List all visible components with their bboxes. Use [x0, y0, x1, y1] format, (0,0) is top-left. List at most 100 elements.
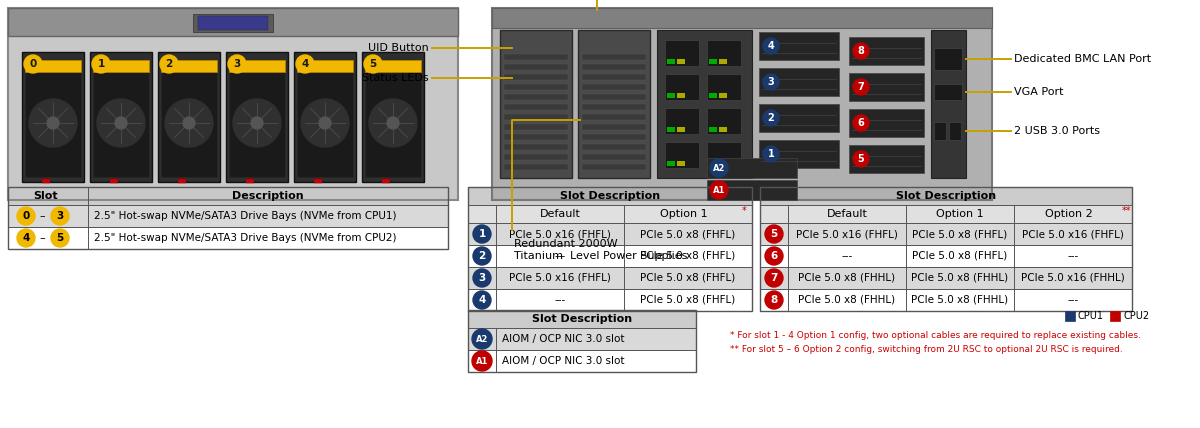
Bar — [582, 84, 646, 90]
Bar — [667, 93, 674, 98]
Bar — [677, 161, 685, 166]
Bar — [658, 30, 752, 178]
Bar — [760, 140, 839, 168]
Text: Description: Description — [232, 191, 304, 201]
Circle shape — [251, 117, 263, 129]
Bar — [760, 187, 1132, 311]
Text: 2: 2 — [166, 59, 173, 69]
Bar — [760, 205, 1132, 223]
Bar — [178, 179, 186, 183]
Bar — [500, 30, 572, 178]
Text: ** For slot 5 – 6 Option 2 config, switching from 2U RSC to optional 2U RSC is r: ** For slot 5 – 6 Option 2 config, switc… — [730, 345, 1123, 354]
Text: 5: 5 — [858, 154, 864, 164]
Bar — [226, 52, 288, 182]
Bar — [665, 40, 698, 66]
Text: A2: A2 — [476, 335, 488, 344]
Bar — [468, 187, 752, 311]
Circle shape — [472, 329, 492, 349]
Circle shape — [853, 151, 869, 167]
Bar — [468, 267, 752, 289]
Bar — [365, 60, 421, 72]
Bar — [850, 73, 924, 101]
Bar — [504, 164, 568, 170]
Text: PCIe 5.0 x8 (FHHL): PCIe 5.0 x8 (FHHL) — [798, 295, 895, 305]
Circle shape — [301, 99, 349, 147]
Text: Option 2: Option 2 — [1045, 209, 1093, 219]
Bar — [504, 94, 568, 100]
Circle shape — [17, 229, 35, 247]
Bar — [760, 187, 1132, 205]
Bar — [760, 68, 839, 96]
Text: 0: 0 — [23, 211, 30, 221]
Bar — [504, 154, 568, 160]
Text: PCIe 5.0 x8 (FHHL): PCIe 5.0 x8 (FHHL) — [912, 295, 1008, 305]
Text: Slot Description: Slot Description — [532, 314, 632, 324]
Bar — [504, 134, 568, 140]
Bar — [468, 310, 696, 328]
Bar — [719, 93, 727, 98]
Text: PCIe 5.0 x8 (FHFL): PCIe 5.0 x8 (FHFL) — [912, 229, 1008, 239]
Text: 2: 2 — [479, 251, 486, 261]
Bar — [294, 52, 356, 182]
Bar — [582, 164, 646, 170]
Bar — [468, 310, 696, 372]
Bar — [468, 223, 752, 245]
Circle shape — [228, 55, 246, 73]
Text: 1: 1 — [97, 59, 104, 69]
Text: PCIe 5.0 x8 (FHHL): PCIe 5.0 x8 (FHHL) — [798, 273, 895, 283]
Bar — [362, 52, 424, 182]
Bar — [931, 30, 966, 178]
Circle shape — [710, 181, 728, 199]
Text: 3: 3 — [233, 59, 241, 69]
Bar — [8, 205, 448, 227]
Circle shape — [166, 99, 214, 147]
Bar — [934, 122, 946, 140]
Bar — [667, 59, 674, 64]
Text: Slot Description: Slot Description — [560, 191, 660, 201]
Text: PCIe 5.0 x8 (FHFL): PCIe 5.0 x8 (FHFL) — [641, 229, 736, 239]
Text: 2: 2 — [768, 113, 774, 123]
Bar — [8, 187, 448, 205]
Bar — [934, 48, 962, 70]
Circle shape — [50, 229, 70, 247]
Bar — [298, 69, 353, 177]
Bar — [677, 93, 685, 98]
Circle shape — [763, 74, 779, 90]
Bar — [22, 52, 84, 182]
Bar — [665, 108, 698, 134]
Bar — [677, 59, 685, 64]
Circle shape — [47, 117, 59, 129]
Bar — [760, 104, 839, 132]
Text: Slot: Slot — [34, 191, 59, 201]
Circle shape — [160, 55, 178, 73]
Bar — [709, 161, 718, 166]
Bar — [934, 84, 962, 100]
Bar — [504, 124, 568, 130]
Circle shape — [763, 146, 779, 162]
Circle shape — [473, 225, 491, 243]
Circle shape — [853, 79, 869, 95]
Bar — [161, 69, 217, 177]
Text: Option 1: Option 1 — [936, 209, 984, 219]
Text: Slot Description: Slot Description — [896, 191, 996, 201]
Bar — [94, 60, 149, 72]
Text: VGA Port: VGA Port — [1014, 87, 1063, 97]
Bar — [709, 127, 718, 132]
Bar — [468, 245, 752, 267]
Bar — [1110, 311, 1120, 321]
Text: **: ** — [1122, 206, 1132, 216]
Text: AIOM / OCP NIC 3.0 slot: AIOM / OCP NIC 3.0 slot — [502, 356, 624, 366]
Text: 7: 7 — [770, 273, 778, 283]
Bar — [468, 187, 752, 205]
Bar — [492, 8, 992, 200]
Text: PCIe 5.0 x8 (FHFL): PCIe 5.0 x8 (FHFL) — [641, 295, 736, 305]
Circle shape — [92, 55, 110, 73]
Bar — [110, 179, 118, 183]
Text: AIOM / OCP NIC 3.0 slot: AIOM / OCP NIC 3.0 slot — [502, 334, 624, 344]
Circle shape — [115, 117, 127, 129]
Text: Redundant 2000W
Titanium  Level Power Supplies: Redundant 2000W Titanium Level Power Sup… — [514, 239, 688, 261]
Bar — [582, 154, 646, 160]
Text: PCIe 5.0 x8 (FHHL): PCIe 5.0 x8 (FHHL) — [912, 273, 1008, 283]
Text: 3: 3 — [56, 211, 64, 221]
Text: *: * — [742, 206, 746, 216]
